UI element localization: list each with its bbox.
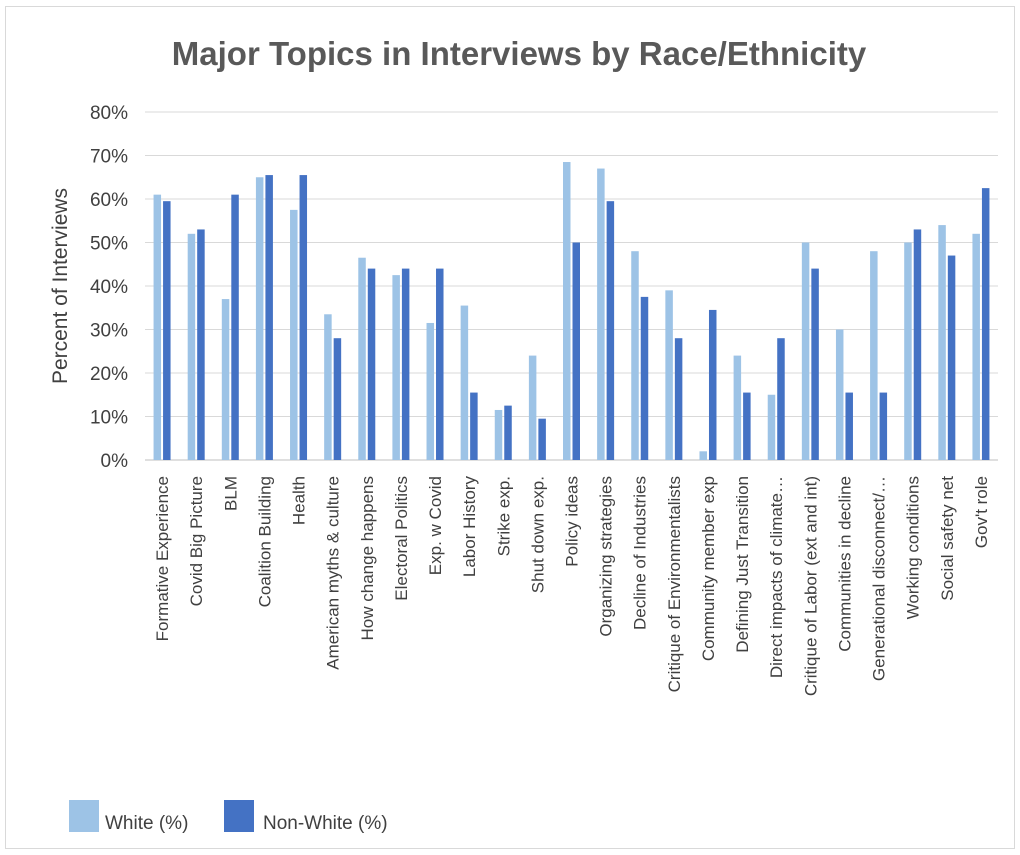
legend-swatch — [69, 800, 99, 832]
bar-white — [221, 299, 230, 460]
bar-non-white — [811, 268, 819, 460]
x-tick-label: Exp. w Covid — [426, 476, 445, 575]
bar-white — [290, 209, 298, 460]
x-tick-label: Covid Big Picture — [187, 476, 206, 606]
x-tick-label: Shut down exp. — [528, 476, 547, 593]
legend: White (%) Non-White (%) — [69, 800, 388, 834]
bar-white — [255, 177, 264, 460]
y-tick-label: 40% — [90, 277, 128, 298]
x-tick-label: Generational disconnect/… — [870, 476, 889, 681]
bar-non-white — [879, 392, 888, 460]
y-tick-label: 20% — [90, 364, 128, 385]
x-tick-label: Communities in decline — [835, 476, 854, 652]
x-axis-ticks: Formative Experience Covid Big Picture BLM… — [153, 476, 991, 697]
bar-white — [153, 194, 162, 460]
y-tick-label: 70% — [90, 147, 128, 168]
bar-non-white — [231, 194, 239, 460]
bar-non-white — [333, 338, 342, 460]
x-tick-label: Decline of Industries — [631, 476, 650, 630]
bar-white — [835, 329, 844, 460]
x-tick-label: Defining Just Transition — [733, 476, 752, 653]
bar-non-white — [504, 405, 512, 460]
bar-non-white — [708, 309, 717, 460]
x-tick-label: American myths & culture — [324, 476, 343, 670]
bar-white — [801, 242, 810, 460]
bar-non-white — [777, 338, 785, 460]
bar-non-white — [606, 201, 615, 461]
x-tick-label: Organizing strategies — [597, 476, 616, 637]
bar-non-white — [947, 255, 956, 460]
x-tick-label: Health — [290, 476, 309, 525]
bar-non-white — [981, 188, 990, 460]
bar-white — [324, 314, 332, 460]
y-tick-label: 0% — [101, 451, 129, 472]
x-tick-label: Social safety net — [938, 476, 957, 601]
legend-label: White (%) — [105, 813, 188, 834]
bar-white — [733, 355, 742, 460]
y-tick-label: 50% — [90, 234, 128, 255]
bar-white — [972, 233, 980, 460]
legend-swatch — [224, 800, 254, 832]
bar-non-white — [674, 338, 683, 460]
x-tick-label: How change happens — [358, 476, 377, 640]
bar-non-white — [572, 242, 580, 460]
y-tick-label: 80% — [90, 103, 128, 124]
bar-white — [460, 305, 469, 460]
x-tick-label: Strike exp. — [494, 476, 513, 556]
gridlines — [145, 111, 998, 461]
chart-title: Major Topics in Interviews by Race/Ethni… — [172, 35, 867, 72]
x-tick-label: Coalition Building — [255, 476, 274, 607]
bar-white — [187, 233, 196, 460]
bar-white — [528, 355, 537, 460]
bar-white — [358, 257, 366, 460]
bar-non-white — [743, 392, 751, 460]
y-axis-label: Percent of Interviews — [49, 188, 72, 384]
bar-non-white — [640, 296, 649, 460]
bar-white — [494, 409, 503, 460]
bar-white — [631, 251, 639, 460]
x-tick-label: Formative Experience — [153, 476, 172, 641]
bar-white — [665, 290, 673, 460]
bar-white — [392, 275, 400, 460]
x-tick-label: Labor History — [460, 476, 479, 578]
bar-non-white — [470, 392, 478, 460]
bar-white — [870, 251, 878, 460]
bar-non-white — [163, 201, 171, 461]
x-tick-label: Community member exp — [699, 476, 718, 661]
legend-label: Non-White (%) — [263, 813, 388, 834]
bar-white — [597, 168, 605, 461]
bar-non-white — [913, 229, 922, 460]
y-axis-ticks: 0% 10% 20% 30% 40% 50% 60% 70% 80% — [90, 103, 128, 472]
y-tick-label: 60% — [90, 190, 128, 211]
bars — [153, 162, 990, 461]
bar-non-white — [401, 268, 410, 460]
bar-non-white — [197, 229, 205, 460]
y-tick-label: 30% — [90, 321, 128, 342]
x-tick-label: BLM — [221, 476, 240, 511]
bar-white — [904, 242, 912, 460]
x-tick-label: Critique of Environmentalists — [665, 476, 684, 692]
bar-white — [426, 322, 435, 460]
x-tick-label: Working conditions — [904, 476, 923, 619]
bar-non-white — [299, 175, 308, 460]
x-tick-label: Critique of Labor (ext and int) — [801, 476, 820, 696]
bar-non-white — [845, 392, 853, 460]
bar-white — [699, 451, 707, 460]
x-tick-label: Policy ideas — [563, 476, 582, 567]
bar-white — [938, 225, 946, 460]
bar-non-white — [265, 175, 273, 460]
x-tick-label: Electoral Politics — [392, 476, 411, 601]
bar-non-white — [538, 418, 546, 460]
bar-white — [767, 394, 776, 460]
x-tick-label: Gov't role — [972, 476, 991, 548]
bar-white — [563, 162, 571, 460]
x-tick-label: Direct impacts of climate… — [767, 476, 786, 678]
y-tick-label: 10% — [90, 408, 128, 429]
bar-non-white — [367, 268, 376, 460]
bar-non-white — [436, 268, 444, 460]
